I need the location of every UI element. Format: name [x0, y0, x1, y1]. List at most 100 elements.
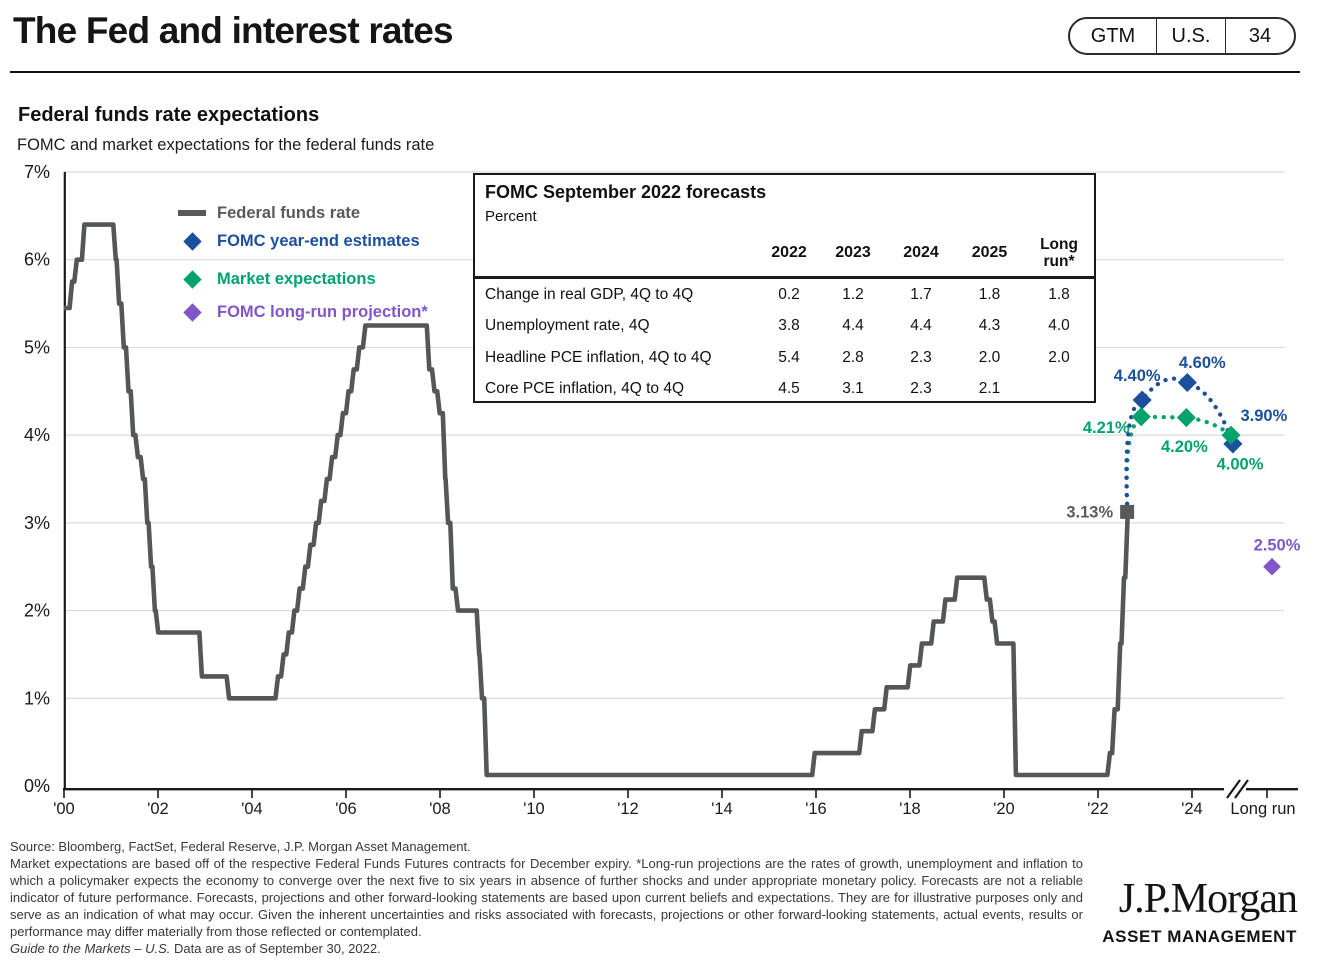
cell-value: 1.7: [910, 285, 932, 303]
table-row: Headline PCE inflation, 4Q to 4Q 5.4 2.8…: [475, 342, 1094, 373]
chart-legend: Federal funds rate FOMC year-end estimat…: [176, 202, 476, 332]
gray-dash-icon: [178, 210, 206, 216]
current-rate-label: 3.13%: [1066, 503, 1113, 521]
badge-region-label: U.S.: [1156, 19, 1226, 53]
cell-value: 4.4: [842, 317, 864, 334]
jpmorgan-wordmark: J.P.Morgan: [1118, 876, 1298, 922]
blue-diamond-icon: [182, 231, 202, 251]
forecast-table-title: FOMC September 2022 forecasts: [485, 182, 767, 202]
y-axis-tick-label: 6%: [24, 250, 50, 270]
legend-item-fomc-estimates: FOMC year-end estimates: [176, 230, 420, 252]
market-expectation-label: 4.21%: [1083, 419, 1130, 437]
cell-value: 2.3: [910, 348, 932, 366]
legend-item-label: Federal funds rate: [217, 203, 361, 222]
fomc-estimate-label: 4.40%: [1114, 367, 1161, 385]
gtm-badge: GTM U.S. 34: [1068, 17, 1296, 55]
y-axis-tick-label: 1%: [24, 688, 50, 708]
cell-value: 5.4: [778, 348, 800, 366]
market-expectation-marker: [1131, 407, 1151, 427]
legend-item-label: FOMC year-end estimates: [217, 231, 420, 250]
cell-value: 2.1: [978, 380, 1001, 397]
x-axis-tick-label: '08: [429, 800, 451, 818]
y-axis-tick-label: 7%: [24, 162, 50, 182]
header-divider: [10, 71, 1300, 73]
market-expectation-marker: [1221, 425, 1241, 445]
cell-value: 2.3: [910, 380, 932, 397]
market-expectations-swatch: [176, 269, 208, 289]
x-axis-tick-label: '00: [53, 800, 75, 818]
fomc-estimates-dotted-path: [1124, 376, 1236, 507]
market-expectation-marker: [1176, 408, 1196, 428]
gtm-reference-title: Guide to the Markets – U.S.: [10, 941, 171, 956]
gtm-reference-line: Guide to the Markets – U.S. Data are as …: [10, 940, 1083, 957]
market-expectation-label: 4.00%: [1217, 456, 1264, 474]
cell-value: 0.2: [778, 285, 800, 303]
x-axis-tick-label: Long run: [1230, 800, 1295, 818]
fomc-estimate-label: 3.90%: [1240, 407, 1287, 425]
forecast-table-header-row: 2022 2023 2024 2025 Long run*: [475, 231, 1094, 275]
cell-value: 4.4: [910, 317, 932, 334]
cell-value: 3.1: [842, 380, 864, 397]
table-row: Change in real GDP, 4Q to 4Q 0.2 1.2 1.7…: [475, 279, 1094, 310]
axis-break-slash: [1234, 779, 1249, 799]
disclaimer-text: Market expectations are based off of the…: [10, 856, 1083, 939]
chart-subtitle: FOMC and market expectations for the fed…: [17, 136, 435, 154]
x-axis-tick-label: '22: [1087, 800, 1109, 818]
x-axis-tick-label: '06: [335, 800, 357, 818]
cell-value: 1.8: [978, 285, 1001, 303]
column-header-2022: 2022: [771, 244, 807, 261]
long-run-projection-swatch: [176, 302, 208, 322]
long-run-projection-marker: [1263, 557, 1281, 576]
cell-value: 1.2: [842, 285, 864, 303]
row-label: Core PCE inflation, 4Q to 4Q: [485, 380, 685, 397]
y-axis-tick-label: 2%: [24, 601, 50, 621]
footnotes: Source: Bloomberg, FactSet, Federal Rese…: [10, 838, 1083, 957]
legend-item-label: Market expectations: [217, 269, 376, 288]
legend-item-long-run-projection: FOMC long-run projection*: [176, 301, 428, 323]
fomc-forecast-table: FOMC September 2022 forecasts Percent 20…: [473, 173, 1096, 403]
legend-item-label: FOMC long-run projection*: [217, 302, 428, 321]
y-axis-tick-label: 5%: [24, 337, 50, 357]
table-row: Unemployment rate, 4Q 3.8 4.4 4.4 4.3 4.…: [475, 311, 1094, 342]
cell-value: 2.8: [842, 348, 864, 366]
y-axis-tick-label: 0%: [24, 776, 50, 796]
market-expectations-dotted-path: [1124, 414, 1234, 507]
chart-title: Federal funds rate expectations: [18, 104, 320, 126]
x-axis-tick-label: '02: [147, 800, 169, 818]
y-axis-tick-label: 3%: [24, 513, 50, 533]
fomc-estimate-marker: [1132, 390, 1152, 410]
cell-value: 2.0: [1048, 348, 1070, 366]
x-axis-tick-label: '20: [993, 800, 1015, 818]
purple-diamond-icon: [182, 302, 202, 322]
x-axis-tick-label: '04: [241, 800, 263, 818]
cell-value: 4.3: [978, 317, 1001, 334]
legend-item-fed-funds-rate: Federal funds rate: [176, 202, 360, 224]
asset-management-label: ASSET MANAGEMENT: [1102, 927, 1297, 946]
cell-value: 1.8: [1048, 285, 1070, 303]
fomc-estimate-label: 4.60%: [1179, 354, 1226, 372]
cell-value: 3.8: [778, 317, 800, 334]
long-run-projection-label: 2.50%: [1254, 537, 1301, 555]
fed-funds-line-swatch: [176, 210, 208, 216]
cell-value: 4.0: [1048, 317, 1070, 334]
column-header-long-run: Long run*: [1040, 235, 1078, 270]
y-axis-tick-label: 4%: [24, 425, 50, 445]
legend-item-market-expectations: Market expectations: [176, 268, 376, 290]
x-axis-tick-label: '14: [711, 800, 733, 818]
row-label: Unemployment rate, 4Q: [485, 317, 650, 334]
x-axis-tick-label: '16: [805, 800, 827, 818]
table-row: Core PCE inflation, 4Q to 4Q 4.5 3.1 2.3…: [475, 374, 1094, 405]
gtm-reference-date: Data are as of September 30, 2022.: [170, 941, 381, 956]
badge-page-number: 34: [1248, 24, 1272, 47]
axis-break-slash: [1226, 779, 1241, 799]
badge-gtm-label: GTM: [1090, 24, 1136, 47]
column-header-2024: 2024: [903, 244, 939, 261]
page-title: The Fed and interest rates: [13, 10, 454, 51]
x-axis-tick-label: '24: [1181, 800, 1203, 818]
cell-value: 4.5: [778, 380, 800, 397]
row-label: Headline PCE inflation, 4Q to 4Q: [485, 348, 712, 366]
column-header-2023: 2023: [835, 244, 871, 261]
source-line: Source: Bloomberg, FactSet, Federal Rese…: [10, 839, 471, 854]
